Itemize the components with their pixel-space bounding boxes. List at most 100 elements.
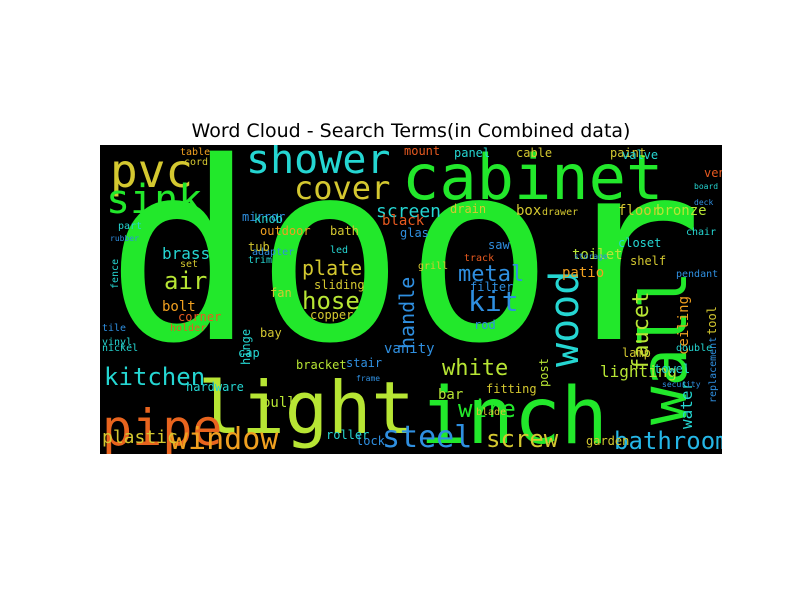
word-plastic: plastic xyxy=(102,427,178,448)
word-set: set xyxy=(180,259,198,270)
word-plate: plate xyxy=(302,256,362,280)
word-valve: valve xyxy=(622,148,658,162)
word-bar: bar xyxy=(438,387,463,403)
word-fitting: fitting xyxy=(486,382,537,396)
word-vanity: vanity xyxy=(384,341,435,357)
word-wall: wall xyxy=(628,271,702,425)
word-pull: pull xyxy=(262,395,296,411)
word-lighting: lighting xyxy=(600,362,677,381)
word-metal: metal xyxy=(458,262,524,287)
word-knob: knob xyxy=(254,212,283,226)
chart-title: Word Cloud - Search Terms(in Combined da… xyxy=(191,120,631,142)
word-saw: saw xyxy=(488,238,510,252)
word-kitchen: kitchen xyxy=(104,363,205,391)
word-trim: trim xyxy=(248,255,272,266)
word-frame: frame xyxy=(356,374,380,383)
word-light: light xyxy=(198,366,415,450)
word-vinyl: vinyl xyxy=(102,337,132,348)
word-garden: garden xyxy=(586,434,629,448)
word-brass: brass xyxy=(162,244,210,263)
word-bath: bath xyxy=(330,224,359,238)
word-air: air xyxy=(164,267,207,295)
word-faucet: faucet xyxy=(629,292,654,371)
word-pendant: pendant xyxy=(676,269,718,280)
word-black: black xyxy=(382,213,425,229)
word-glas: glas xyxy=(400,226,429,240)
word-towel: towel xyxy=(654,362,690,376)
word-toilet: toilet xyxy=(572,247,623,263)
word-bronze: bronze xyxy=(656,203,707,219)
word-wood: wood xyxy=(542,271,588,367)
word-screw: screw xyxy=(486,425,559,453)
word-water: water xyxy=(677,380,696,429)
word-box: box xyxy=(516,203,541,219)
word-window: window xyxy=(170,422,279,454)
word-tub: tub xyxy=(248,240,270,254)
word-inch: inch xyxy=(420,372,608,454)
word-fence: fence xyxy=(110,259,121,289)
word-drain: drain xyxy=(450,202,486,216)
word-steel: steel xyxy=(382,420,472,454)
word-shelf: shelf xyxy=(630,254,666,268)
word-tool: tool xyxy=(705,306,719,335)
word-tile: tile xyxy=(102,323,126,334)
word-board: board xyxy=(694,182,718,191)
word-chair: chair xyxy=(686,227,716,238)
word-door: door xyxy=(106,145,703,398)
word-pipe: pipe xyxy=(102,399,222,454)
word-vent: vent xyxy=(704,166,722,180)
word-led: led xyxy=(330,245,348,256)
word-lamp: lamp xyxy=(622,346,651,360)
word-cover: cover xyxy=(294,169,390,207)
word-shower: shower xyxy=(246,145,391,183)
word-drawer: drawer xyxy=(542,207,578,218)
word-deck: deck xyxy=(694,198,713,207)
word-storage: storage xyxy=(574,252,608,261)
word-track: track xyxy=(464,253,494,264)
word-cabinet: cabinet xyxy=(402,145,663,214)
word-replacement: replacement xyxy=(708,337,719,403)
word-ceiling: ceiling xyxy=(676,296,692,355)
word-rubber: rubber xyxy=(110,234,139,243)
word-bracket: bracket xyxy=(296,358,347,372)
word-panel: panel xyxy=(454,146,490,160)
word-handle: handle xyxy=(395,277,419,349)
word-corner: corner xyxy=(178,310,221,324)
word-kit: kit xyxy=(468,285,519,318)
word-fan: fan xyxy=(270,286,292,300)
word-adapter: adapter xyxy=(252,247,294,258)
word-hardware: hardware xyxy=(186,380,244,394)
word-post: post xyxy=(537,358,551,387)
word-cloud-panel: door cabinet light inch shower pvc sink cover pi… xyxy=(100,145,722,454)
word-roller: roller xyxy=(326,428,369,442)
word-pvc: pvc xyxy=(110,145,193,198)
word-closet: closet xyxy=(618,236,661,250)
word-hose: hose xyxy=(302,287,360,315)
word-sink: sink xyxy=(106,177,202,223)
word-floor: floor xyxy=(618,203,660,219)
word-hinge: hinge xyxy=(239,329,253,365)
word-cord: cord xyxy=(184,157,208,168)
word-copper: copper xyxy=(310,308,353,322)
word-filter: filter xyxy=(470,280,513,294)
word-cap: cap xyxy=(238,346,260,360)
word-grill: grill xyxy=(418,261,448,272)
word-bolt: bolt xyxy=(162,299,196,315)
word-lock: lock xyxy=(356,434,386,448)
word-mirror: mirror xyxy=(242,210,285,224)
word-security: security xyxy=(662,380,701,389)
word-rod: rod xyxy=(474,318,496,332)
word-mount: mount xyxy=(404,145,440,158)
word-screen: screen xyxy=(376,201,441,222)
word-bathroom: bathroom xyxy=(614,427,722,454)
word-table: table xyxy=(180,147,210,158)
word-part: part xyxy=(118,221,142,232)
word-outdoor: outdoor xyxy=(260,224,311,238)
word-bay: bay xyxy=(260,326,282,340)
word-double: double xyxy=(676,343,712,354)
word-blade: blade xyxy=(476,407,506,418)
word-sliding: sliding xyxy=(314,278,365,292)
word-stair: stair xyxy=(346,356,382,370)
word-cable: cable xyxy=(516,146,552,160)
